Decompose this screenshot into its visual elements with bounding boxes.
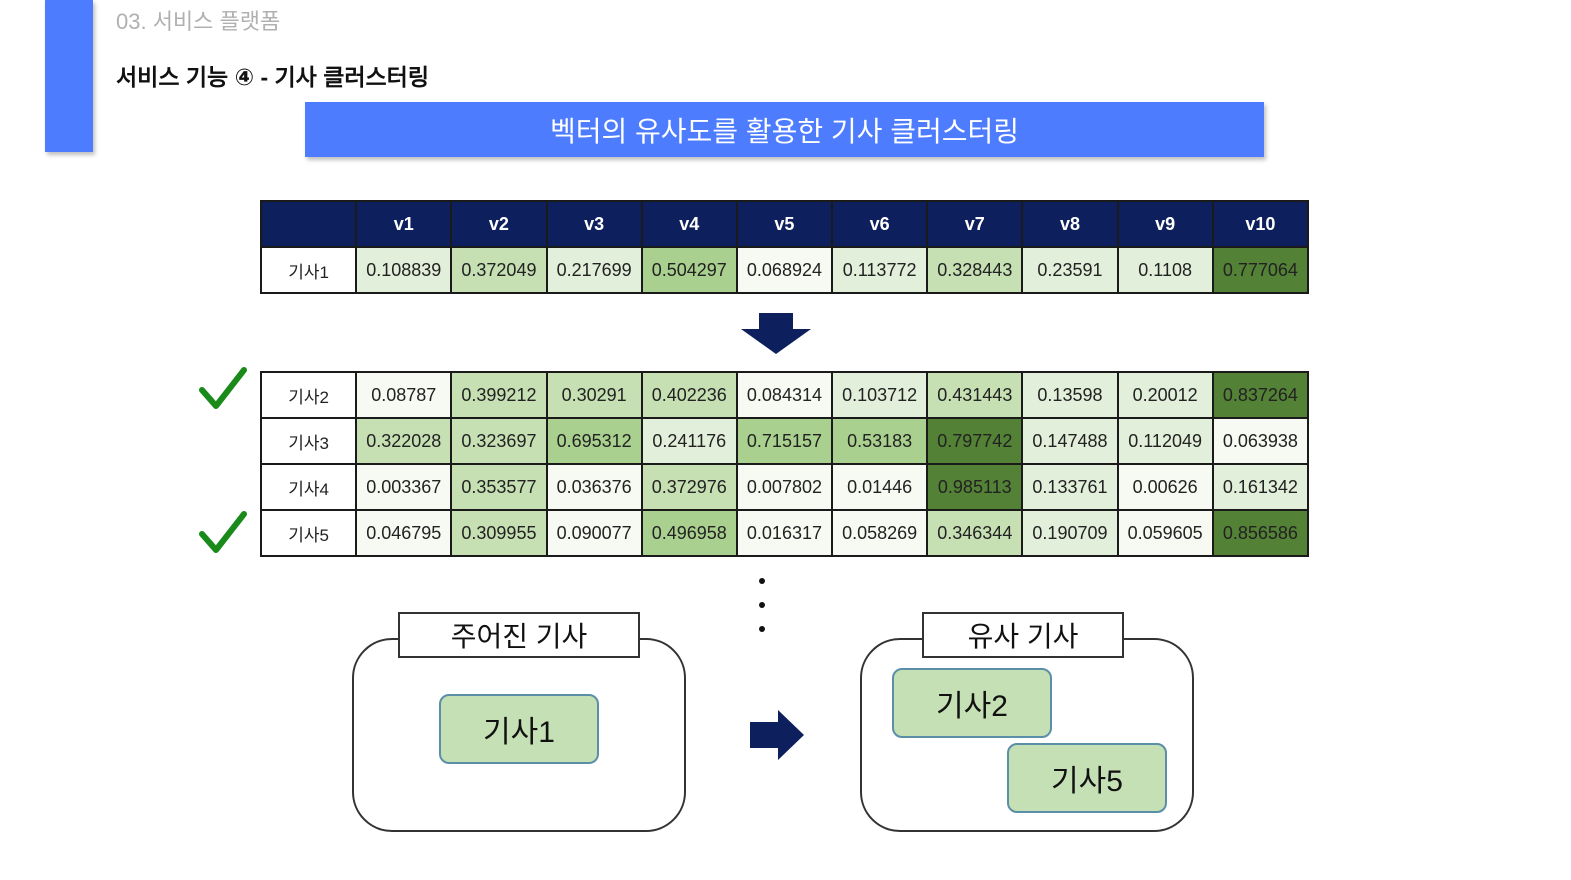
vector-cell: 0.30291 — [545, 371, 643, 419]
vector-cell: 0.328443 — [926, 246, 1024, 294]
row-label: 기사5 — [259, 509, 358, 557]
given-article-title: 주어진 기사 — [398, 612, 640, 658]
vector-cell: 0.504297 — [640, 246, 738, 294]
vector-cell: 0.147488 — [1021, 417, 1119, 465]
vector-cell: 0.090077 — [545, 509, 643, 557]
vector-cell: 0.53183 — [831, 417, 929, 465]
table-row: 기사3 0.322028 0.323697 0.695312 0.241176 0.715… — [259, 417, 1310, 465]
vector-cell: 0.323697 — [450, 417, 548, 465]
vector-cell: 0.046795 — [355, 509, 453, 557]
vector-cell: 0.309955 — [450, 509, 548, 557]
similar-article-title: 유사 기사 — [922, 612, 1124, 658]
column-header: v6 — [831, 200, 929, 248]
vector-cell: 0.353577 — [450, 463, 548, 511]
vector-cell: 0.777064 — [1211, 246, 1310, 294]
query-vector-table: v1 v2 v3 v4 v5 v6 v7 v8 v9 v10 기사1 0.108839 0.37204… — [259, 200, 1310, 294]
vector-cell: 0.190709 — [1021, 509, 1119, 557]
article-vector-table: 기사2 0.08787 0.399212 0.30291 0.402236 0.08431… — [259, 371, 1310, 557]
page-subtitle: 서비스 기능 ④ - 기사 클러스터링 — [116, 64, 430, 90]
vector-cell: 0.797742 — [926, 417, 1024, 465]
vector-cell: 0.1108 — [1116, 246, 1214, 294]
column-header: v7 — [926, 200, 1024, 248]
down-arrow-icon — [741, 313, 811, 354]
column-header: v2 — [450, 200, 548, 248]
vector-cell: 0.217699 — [545, 246, 643, 294]
vector-cell: 0.016317 — [735, 509, 834, 557]
right-arrow-icon — [750, 710, 804, 760]
vector-cell: 0.372049 — [450, 246, 548, 294]
header-corner — [259, 200, 358, 248]
vector-cell: 0.695312 — [545, 417, 643, 465]
vector-cell: 0.068924 — [735, 246, 834, 294]
similar-article-card: 기사5 — [1007, 743, 1167, 813]
vector-cell: 0.103712 — [831, 371, 929, 419]
vector-cell: 0.985113 — [926, 463, 1024, 511]
section-title: 03. 서비스 플랫폼 — [116, 9, 281, 34]
given-article-card: 기사1 — [439, 694, 599, 764]
similar-article-card: 기사2 — [892, 668, 1052, 738]
vector-cell: 0.23591 — [1021, 246, 1119, 294]
row-label: 기사3 — [259, 417, 358, 465]
table-row: 기사2 0.08787 0.399212 0.30291 0.402236 0.08431… — [259, 371, 1310, 419]
row-label: 기사2 — [259, 371, 358, 419]
vector-cell: 0.01446 — [831, 463, 929, 511]
vector-cell: 0.322028 — [355, 417, 453, 465]
banner-title: 벡터의 유사도를 활용한 기사 클러스터링 — [305, 102, 1264, 157]
vector-cell: 0.372976 — [640, 463, 738, 511]
vector-cell: 0.431443 — [926, 371, 1024, 419]
vector-cell: 0.112049 — [1116, 417, 1214, 465]
vector-cell: 0.715157 — [735, 417, 834, 465]
check-icon — [199, 511, 247, 553]
vector-cell: 0.399212 — [450, 371, 548, 419]
vector-cell: 0.402236 — [640, 371, 738, 419]
accent-bar — [45, 0, 93, 152]
column-header: v9 — [1116, 200, 1214, 248]
vector-cell: 0.133761 — [1021, 463, 1119, 511]
vector-cell: 0.036376 — [545, 463, 643, 511]
table-row: 기사4 0.003367 0.353577 0.036376 0.372976 0.007… — [259, 463, 1310, 511]
row-label: 기사1 — [259, 246, 358, 294]
header-row: v1 v2 v3 v4 v5 v6 v7 v8 v9 v10 — [259, 200, 1310, 248]
vector-cell: 0.20012 — [1116, 371, 1214, 419]
vector-cell: 0.496958 — [640, 509, 738, 557]
vector-cell: 0.063938 — [1211, 417, 1310, 465]
vector-cell: 0.084314 — [735, 371, 834, 419]
vector-cell: 0.108839 — [355, 246, 453, 294]
vector-cell: 0.161342 — [1211, 463, 1310, 511]
vector-cell: 0.003367 — [355, 463, 453, 511]
check-icon — [199, 367, 247, 409]
vector-cell: 0.837264 — [1211, 371, 1310, 419]
column-header: v5 — [735, 200, 834, 248]
table-row: 기사5 0.046795 0.309955 0.090077 0.496958 0.016… — [259, 509, 1310, 557]
vector-cell: 0.113772 — [831, 246, 929, 294]
column-header: v10 — [1211, 200, 1310, 248]
column-header: v1 — [355, 200, 453, 248]
vector-cell: 0.346344 — [926, 509, 1024, 557]
vector-cell: 0.856586 — [1211, 509, 1310, 557]
table-row: 기사1 0.108839 0.372049 0.217699 0.504297 0.068… — [259, 246, 1310, 294]
column-header: v4 — [640, 200, 738, 248]
ellipsis-dots — [755, 578, 769, 650]
column-header: v8 — [1021, 200, 1119, 248]
vector-cell: 0.00626 — [1116, 463, 1214, 511]
vector-cell: 0.241176 — [640, 417, 738, 465]
vector-cell: 0.058269 — [831, 509, 929, 557]
row-label: 기사4 — [259, 463, 358, 511]
column-header: v3 — [545, 200, 643, 248]
vector-cell: 0.059605 — [1116, 509, 1214, 557]
vector-cell: 0.13598 — [1021, 371, 1119, 419]
vector-cell: 0.08787 — [355, 371, 453, 419]
vector-cell: 0.007802 — [735, 463, 834, 511]
